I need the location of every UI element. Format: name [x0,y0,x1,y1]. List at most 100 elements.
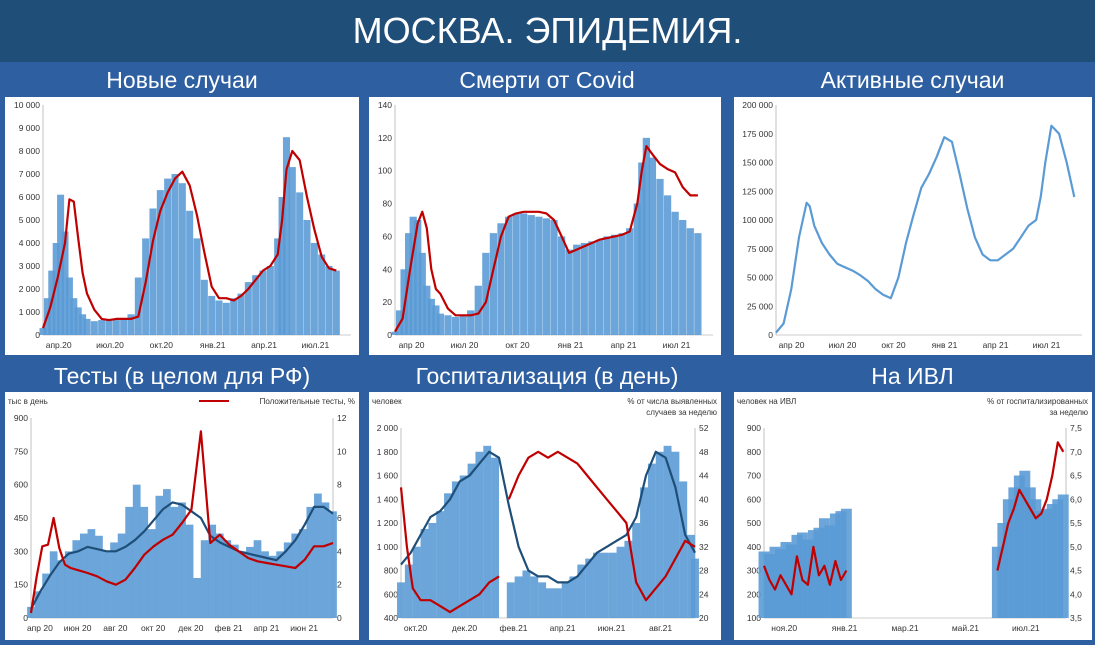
bar [647,463,656,618]
y-tick-label: 600 [747,494,761,504]
bar [65,277,73,335]
bar [686,228,694,335]
bar [642,137,651,335]
bar [780,542,792,618]
x-tick-label: июл 21 [1033,340,1061,350]
y-tick-label: 150 [14,580,28,590]
y-tick-label: 100 [378,166,392,176]
bar [1002,499,1014,618]
panel-title-hosp: Госпитализация (в день) [415,363,679,389]
bar [163,489,171,618]
bar [74,307,82,335]
bar [520,213,528,335]
bar [608,552,617,618]
bar [580,243,588,335]
y2-axis-title: за неделю [1049,408,1088,417]
panel-title-ivl: На ИВЛ [871,363,954,389]
bar [1019,470,1031,618]
y2-tick-label: 4 [337,546,342,556]
bar [638,162,646,335]
bar [200,540,209,618]
bar [475,451,484,618]
x-tick-label: фев.21 [499,623,527,633]
bar [409,216,417,335]
x-tick-label: окт 20 [881,340,906,350]
y2-tick-label: 44 [699,471,709,481]
bar [467,463,476,618]
bar [451,481,460,618]
bar [72,540,81,618]
y2-tick-label: 2 [337,580,342,590]
series-line-red [762,441,1065,596]
bar [840,508,852,618]
bar [170,506,179,618]
bar [610,234,619,335]
bar [506,582,515,618]
bar [193,578,201,618]
bar [577,564,586,618]
y-tick-label: 200 000 [742,100,773,110]
y2-tick-label: 5,5 [1070,518,1082,528]
y-tick-label: 1 000 [19,307,41,317]
bar [671,451,680,618]
bar [1057,494,1069,618]
bar [691,558,699,618]
x-tick-label: май.21 [952,623,979,633]
bar [147,529,156,618]
bar [296,192,304,335]
y2-tick-label: 6,5 [1070,471,1082,481]
series-line-red [41,149,337,329]
bar [603,236,611,335]
panel-title-new-cases: Новые случаи [106,67,258,93]
series-line-dark [400,450,696,584]
y2-tick-label: 6 [337,513,342,523]
bar [164,178,172,335]
y2-tick-label: 7,0 [1070,447,1082,457]
bar [764,553,775,618]
y-tick-label: 300 [14,546,28,556]
bar [42,573,50,618]
bar [397,582,405,618]
y-tick-label: 175 000 [742,129,773,139]
bar [427,298,435,335]
y-tick-label: 9 000 [19,123,41,133]
y-tick-label: 0 [35,330,40,340]
y-tick-label: 600 [14,480,28,490]
bar [120,318,128,335]
bar [276,551,285,618]
x-tick-label: июн.21 [598,623,626,633]
y-tick-label: 900 [747,423,761,433]
bar [268,555,277,618]
y-tick-label: 1 400 [377,494,399,504]
y-tick-label: 150 000 [742,158,773,168]
y2-tick-label: 0 [337,613,342,623]
x-tick-label: июл 20 [829,340,857,350]
bar [252,275,260,335]
y-tick-label: 80 [383,199,393,209]
bar [310,243,318,335]
bar [791,534,803,618]
bar [553,588,562,618]
bar [230,544,239,618]
bar [222,302,230,335]
y-tick-label: 800 [384,566,398,576]
bar [156,190,164,335]
bar [134,277,142,335]
y-tick-label: 0 [23,613,28,623]
x-tick-label: окт 20 [141,623,166,633]
bar [483,445,492,618]
bar [64,551,73,618]
bar [282,137,290,335]
bar [542,218,551,335]
y2-tick-label: 12 [337,413,347,423]
bar [208,524,217,618]
x-tick-label: мар.21 [891,623,918,633]
bar [423,285,431,335]
bar [105,318,113,335]
bar [90,321,98,335]
panel-title-deaths: Смерти от Covid [459,67,635,93]
bar [444,315,452,335]
bar [418,252,426,335]
bar [497,223,505,335]
bar [412,546,421,618]
